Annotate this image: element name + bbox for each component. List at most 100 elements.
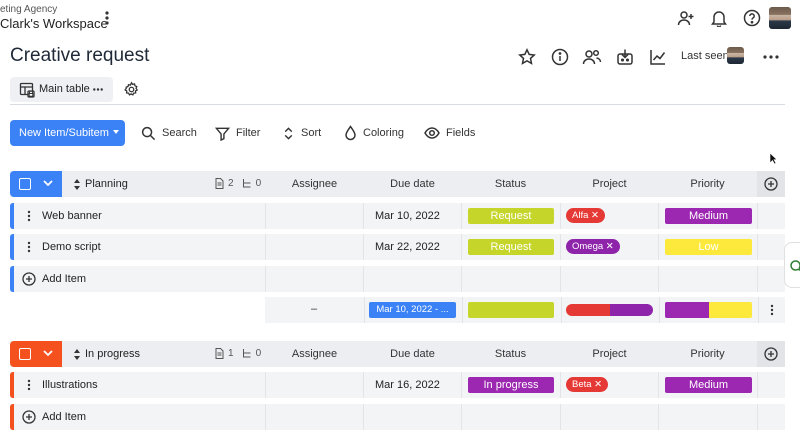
sort-icon[interactable] xyxy=(74,179,80,190)
column-header-project[interactable]: Project xyxy=(592,178,627,190)
column-header-status[interactable]: Status xyxy=(494,178,527,190)
chevron-down-icon[interactable] xyxy=(43,180,53,186)
people-icon[interactable] xyxy=(582,47,602,67)
status-cell[interactable] xyxy=(461,203,560,229)
due-date-cell[interactable] xyxy=(363,372,462,398)
priority-badge[interactable]: Medium xyxy=(665,377,752,393)
group-checkbox[interactable] xyxy=(19,178,31,190)
fields-button[interactable]: Fields xyxy=(424,124,475,142)
bell-icon[interactable] xyxy=(709,8,729,28)
avatar[interactable] xyxy=(769,7,791,29)
add-user-icon[interactable] xyxy=(676,8,696,28)
project-tag[interactable]: Omega ✕ xyxy=(566,239,620,254)
project-cell[interactable] xyxy=(560,234,659,260)
summary-project-bar[interactable] xyxy=(566,304,653,316)
last-seen-avatar[interactable] xyxy=(727,47,744,64)
priority-cell[interactable] xyxy=(658,372,757,398)
table-row[interactable]: Demo script Mar 22, 2022 Request Omega ✕… xyxy=(10,234,785,260)
filter-button[interactable]: Filter xyxy=(215,124,260,142)
top-bar: eting Agency Clark's Workspace xyxy=(0,0,800,36)
add-column-button[interactable] xyxy=(757,341,785,367)
row-color-bar xyxy=(10,266,14,292)
summary-assignee: – xyxy=(311,303,318,315)
more-vertical-icon[interactable] xyxy=(27,379,31,391)
search-button[interactable]: Search xyxy=(141,124,197,142)
column-header-due-date[interactable]: Due date xyxy=(390,348,435,360)
add-item-row[interactable]: Add Item xyxy=(10,404,785,430)
group-name[interactable]: In progress xyxy=(85,348,141,360)
new-item-button[interactable]: New Item/Subitem xyxy=(10,120,125,146)
column-header-priority[interactable]: Priority xyxy=(690,348,725,360)
priority-badge[interactable]: Medium xyxy=(665,208,752,224)
due-date: Mar 22, 2022 xyxy=(375,241,440,253)
status-badge[interactable]: Request xyxy=(468,208,554,224)
table-row[interactable]: Web banner Mar 10, 2022 Request Alfa ✕ M… xyxy=(10,203,785,229)
priority-cell[interactable] xyxy=(658,234,757,260)
plus-circle-icon xyxy=(764,347,778,361)
doc-count: 1 xyxy=(228,348,234,359)
priority-cell[interactable] xyxy=(658,203,757,229)
tab-more-icon[interactable] xyxy=(93,88,103,91)
item-name[interactable]: Web banner xyxy=(42,210,102,222)
add-column-button[interactable] xyxy=(757,171,785,197)
star-icon[interactable] xyxy=(517,47,537,67)
side-chat-button[interactable] xyxy=(784,242,800,288)
empty-cell xyxy=(461,404,560,430)
more-vertical-icon[interactable] xyxy=(27,210,31,222)
column-header-assignee[interactable]: Assignee xyxy=(291,178,338,190)
divider xyxy=(561,297,562,323)
add-item-row[interactable]: Add Item xyxy=(10,266,785,292)
project-tag[interactable]: Beta ✕ xyxy=(566,377,609,392)
project-cell[interactable] xyxy=(560,203,659,229)
column-header-status[interactable]: Status xyxy=(494,348,527,360)
status-cell[interactable] xyxy=(461,372,560,398)
more-vertical-icon[interactable] xyxy=(100,10,114,26)
item-name[interactable]: Illustrations xyxy=(42,379,98,391)
sort-icon[interactable] xyxy=(74,349,80,360)
assignee-cell[interactable] xyxy=(265,234,364,260)
status-badge[interactable]: In progress xyxy=(468,377,554,393)
table-row[interactable]: Illustrations Mar 16, 2022 In progress B… xyxy=(10,372,785,398)
empty-cell xyxy=(658,266,757,292)
more-horizontal-icon[interactable] xyxy=(761,47,781,67)
activity-chart-icon[interactable] xyxy=(648,47,668,67)
column-header-assignee[interactable]: Assignee xyxy=(291,348,338,360)
due-date-cell[interactable] xyxy=(363,234,462,260)
empty-cell xyxy=(363,404,462,430)
project-cell[interactable] xyxy=(560,372,659,398)
gear-icon[interactable] xyxy=(123,81,140,98)
chevron-down-icon[interactable] xyxy=(113,130,119,134)
project-tag[interactable]: Alfa ✕ xyxy=(566,208,605,223)
column-header-due-date[interactable]: Due date xyxy=(390,178,435,190)
project-tag-label: Alfa xyxy=(572,210,589,221)
status-badge[interactable]: Request xyxy=(468,239,554,255)
project-tag-label: Beta xyxy=(572,379,592,390)
sort-button[interactable]: Sort xyxy=(282,124,321,142)
help-icon[interactable] xyxy=(742,8,762,28)
coloring-button[interactable]: Coloring xyxy=(344,124,404,142)
row-color-bar xyxy=(10,234,14,260)
summary-due-range[interactable]: Mar 10, 2022 - ... xyxy=(369,302,456,318)
column-header-project[interactable]: Project xyxy=(592,348,627,360)
column-header-priority[interactable]: Priority xyxy=(690,178,725,190)
assignee-cell[interactable] xyxy=(265,203,364,229)
assignee-cell[interactable] xyxy=(265,372,364,398)
integrations-icon[interactable] xyxy=(615,47,635,67)
group-checkbox[interactable] xyxy=(19,348,31,360)
group-select[interactable] xyxy=(10,341,62,367)
due-date-cell[interactable] xyxy=(363,203,462,229)
tab-main-table[interactable]: Main table xyxy=(10,77,113,102)
status-cell[interactable] xyxy=(461,234,560,260)
info-icon[interactable] xyxy=(550,47,570,67)
summary-priority-bar[interactable] xyxy=(665,302,752,318)
subitem-count: 0 xyxy=(255,348,262,359)
group-select[interactable] xyxy=(10,171,62,197)
item-name[interactable]: Demo script xyxy=(42,241,101,253)
chevron-down-icon[interactable] xyxy=(43,350,53,356)
priority-badge[interactable]: Low xyxy=(665,239,752,255)
more-vertical-icon[interactable] xyxy=(27,241,31,253)
workspace-name[interactable]: Clark's Workspace xyxy=(0,16,108,31)
more-vertical-icon[interactable] xyxy=(770,304,774,316)
group-name[interactable]: Planning xyxy=(85,178,128,190)
summary-status-bar[interactable] xyxy=(468,302,554,318)
